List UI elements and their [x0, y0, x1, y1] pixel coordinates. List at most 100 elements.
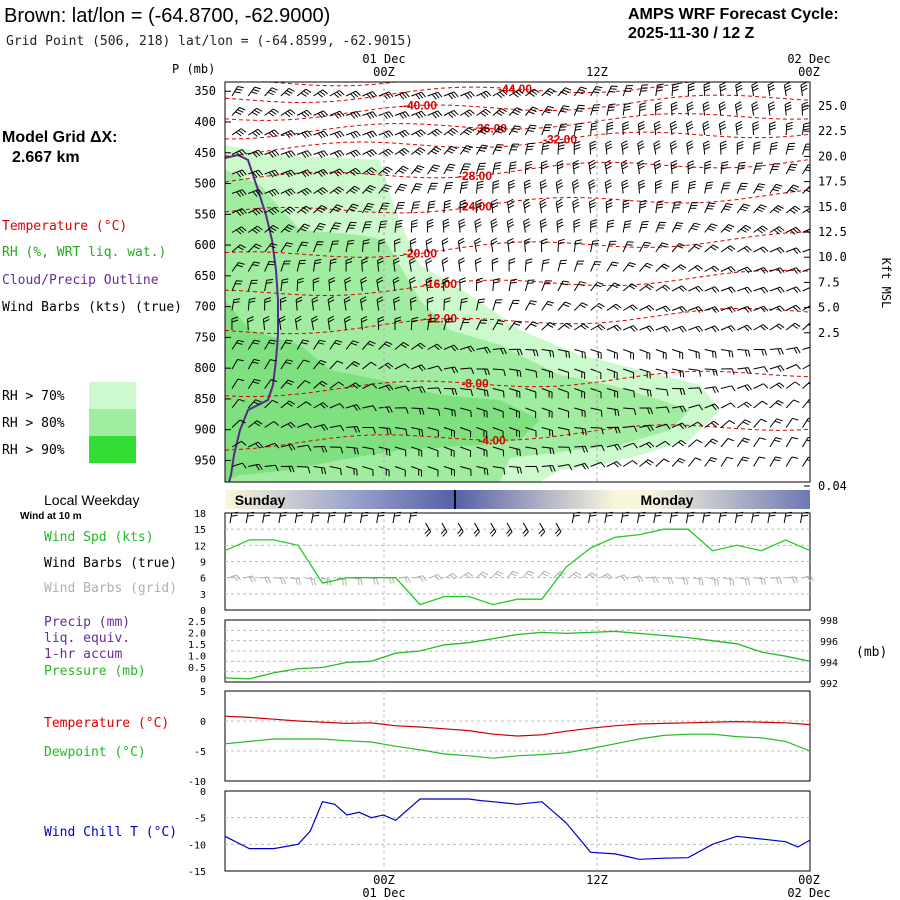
wind-barb: [639, 407, 653, 415]
wind-barb: [362, 185, 376, 194]
wind-barb: [492, 446, 505, 457]
wind-barb: [737, 367, 752, 374]
wind-barb: [280, 379, 294, 389]
wind-barb: [590, 122, 598, 136]
isotherm: [225, 113, 810, 140]
wind-barb: [378, 202, 390, 214]
wind-barb: [671, 305, 687, 313]
wind-barb: [704, 202, 716, 214]
wind-barb: [655, 284, 671, 292]
wind-barb: [753, 225, 768, 234]
wind-barb: [491, 257, 499, 272]
wind-barb: [231, 398, 245, 409]
wind-barb: [557, 105, 570, 116]
wind-barb: [247, 316, 254, 331]
wind-barb: [264, 442, 280, 449]
wind-barb: [394, 466, 406, 477]
wind-barb: [785, 381, 801, 389]
wind-barb: [720, 349, 734, 358]
wind-barb: [703, 82, 711, 97]
wind-barb: [231, 149, 247, 158]
wind-barb: [361, 203, 375, 214]
wind-barb: [280, 150, 296, 159]
wind-barb: [769, 267, 785, 274]
wind-barb: [231, 359, 244, 370]
wind-barb: [297, 444, 312, 452]
wind-barb: [655, 349, 667, 360]
wind-barb: [704, 306, 720, 314]
wind-barb: [508, 143, 519, 155]
wind-barb: [264, 129, 280, 138]
wind-barb: [409, 257, 416, 272]
wind-barb: [524, 124, 537, 136]
wind-barb: [720, 368, 735, 375]
wind-barb: [541, 465, 556, 472]
wind-barb: [440, 522, 448, 537]
wind-barb: [623, 407, 637, 416]
wind-barb: [736, 182, 748, 194]
wind-barb: [508, 258, 516, 272]
wind-barb: [769, 365, 785, 372]
wind-barb: [508, 388, 521, 398]
wind-barb: [311, 315, 318, 331]
wind-barb: [476, 180, 484, 194]
wind-barb: [329, 403, 345, 409]
wind-barb: [557, 368, 569, 379]
wind-barb: [345, 340, 359, 350]
wind-barb: [427, 182, 438, 194]
wind-barb: [557, 238, 565, 253]
wind-barb: [394, 385, 410, 392]
wind-barb: [329, 149, 345, 158]
wind-barb: [313, 110, 329, 119]
wind-barb: [344, 315, 351, 331]
wind-barb: [720, 402, 736, 409]
wind-barb: [737, 324, 752, 332]
wind-barb: [378, 148, 394, 157]
pressure-tick-label: 650: [194, 269, 216, 283]
wind-barb: [639, 325, 655, 333]
rh90-swatch: [89, 436, 136, 463]
wind-barb: [753, 141, 761, 155]
wind-barb: [541, 259, 550, 272]
wind-barb: [525, 407, 537, 419]
wind-barb: [622, 102, 631, 116]
wind-barb: [639, 102, 647, 116]
wind-barb: [525, 106, 539, 116]
wind-barb: [394, 446, 407, 457]
wind-barb: [280, 278, 289, 292]
wind-barb: [606, 219, 615, 233]
wind-barb: [802, 286, 810, 292]
wind-barb: [573, 141, 581, 155]
wind-barb: [538, 522, 546, 537]
wind-barb: [671, 264, 687, 272]
wind-barb: [248, 225, 263, 234]
wind-barb: [590, 219, 598, 233]
wind-barb: [313, 445, 328, 453]
wind-barb: [327, 315, 335, 331]
wind-barb: [492, 466, 506, 475]
wind-barb: [344, 276, 352, 292]
temperature-tick-label: 5: [200, 687, 206, 698]
wind-barb: [573, 281, 587, 292]
wind-barb: [343, 511, 353, 524]
wind-barb: [411, 110, 426, 119]
wind-barb: [622, 121, 630, 136]
isotherm-label: -40.00: [403, 98, 437, 112]
model-grid-label: Model Grid ΔX:: [2, 129, 118, 146]
local-weekday-label: Local Weekday: [44, 492, 139, 508]
wind-barb: [394, 341, 410, 350]
wind-barb: [458, 257, 465, 272]
wind-barb: [574, 349, 586, 359]
wind-barb: [280, 443, 296, 451]
wind-barb: [427, 407, 441, 416]
precip-tick-label: 2.0: [188, 629, 206, 640]
wind-barb: [394, 316, 402, 330]
pressure-tick-label: 700: [194, 300, 216, 314]
wind-barb: [247, 107, 263, 116]
wind-barb: [248, 169, 263, 178]
isotherm-label: -4.00: [478, 433, 506, 447]
wind-barb: [524, 160, 533, 175]
wind-barb: [459, 109, 475, 118]
wind-barb: [313, 204, 328, 214]
